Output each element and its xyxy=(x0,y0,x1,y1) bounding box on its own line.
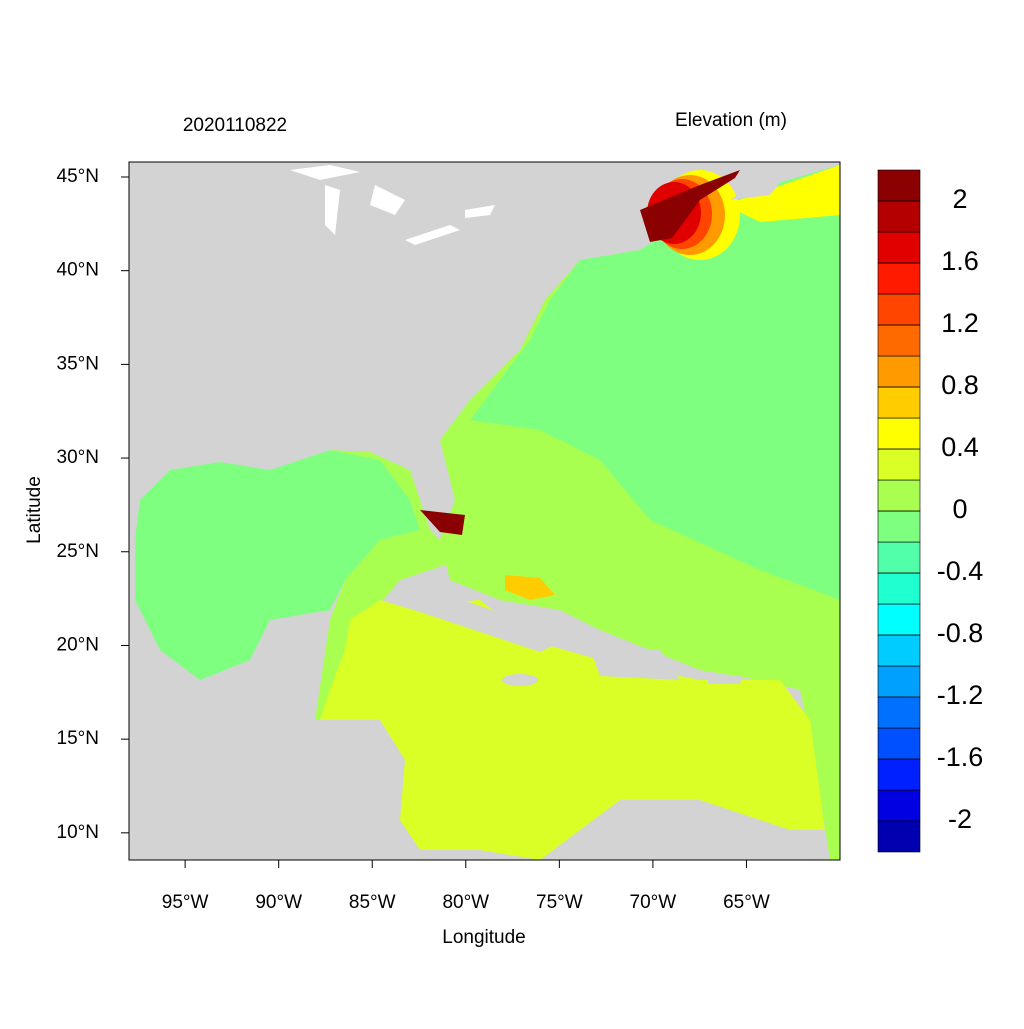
colorbar-tick-label: -0.8 xyxy=(937,618,984,648)
y-axis-label: Latitude xyxy=(24,476,45,544)
florida-surge xyxy=(420,510,465,535)
colorbar-bin xyxy=(877,262,921,295)
colorbar-bin xyxy=(877,758,921,791)
lake-erie xyxy=(405,225,460,245)
colorbar-bin xyxy=(877,231,921,264)
colorbar-bin xyxy=(877,696,921,729)
colorbar-bin xyxy=(877,479,921,512)
hispaniola xyxy=(590,648,680,680)
map xyxy=(129,162,840,860)
x-tick-label: 90°W xyxy=(255,892,302,913)
colorbar-bin xyxy=(877,603,921,636)
colorbar-bin xyxy=(877,665,921,698)
y-tick-label: 30°N xyxy=(57,447,99,468)
y-tick-label: 20°N xyxy=(57,634,99,655)
puerto-rico xyxy=(708,674,742,684)
gulf-of-maine xyxy=(725,165,840,222)
colorbar-bin xyxy=(877,634,921,667)
colorbar-bin xyxy=(877,355,921,388)
y-tick-label: 15°N xyxy=(57,728,99,749)
colorbar: 2 1.6 1.2 0.8 0.4 0 -0.4 -0.8 -1.2 -1.6 -2 xyxy=(877,169,984,853)
y-tick-label: 25°N xyxy=(57,541,99,562)
colorbar-tick-label: -1.2 xyxy=(937,680,984,710)
colorbar-tick-label: 2 xyxy=(952,184,967,214)
y-tick-label: 35°N xyxy=(57,353,99,374)
colorbar-bin xyxy=(877,820,921,853)
title: 2020110822 xyxy=(183,115,287,136)
y-tick-label: 40°N xyxy=(57,260,99,281)
colorbar-tick-label: 0.8 xyxy=(941,370,979,400)
plot-frame xyxy=(128,161,841,861)
colorbar-bin xyxy=(877,386,921,419)
y-tick-label: 45°N xyxy=(57,166,99,187)
colorbar-tick-label: -1.6 xyxy=(937,742,984,772)
lake-superior xyxy=(290,165,360,180)
gulf-of-mexico xyxy=(135,450,420,680)
x-tick-label: 85°W xyxy=(349,892,396,913)
colorbar-bin xyxy=(877,541,921,574)
colorbar-tick-label: 1.2 xyxy=(941,308,979,338)
colorbar-bin xyxy=(877,789,921,822)
x-tick-label: 75°W xyxy=(536,892,583,913)
x-tick-label: 95°W xyxy=(162,892,209,913)
atlantic-north xyxy=(470,165,840,600)
x-tick-label: 70°W xyxy=(630,892,677,913)
x-tick-label: 80°W xyxy=(442,892,489,913)
colorbar-bin xyxy=(877,510,921,543)
x-tick-label: 65°W xyxy=(723,892,770,913)
colorbar-tick-label: 1.6 xyxy=(941,246,979,276)
legend-title: Elevation (m) xyxy=(675,110,787,131)
eastern-gulf xyxy=(315,450,460,720)
caribbean xyxy=(320,600,825,860)
cuba xyxy=(380,592,565,652)
colorbar-bin xyxy=(877,324,921,357)
bahamas-surge xyxy=(505,575,555,600)
colorbar-bin xyxy=(877,572,921,605)
nova-scotia xyxy=(730,170,790,200)
colorbar-tick-label: -2 xyxy=(948,804,972,834)
jamaica xyxy=(502,674,538,686)
lake-michigan xyxy=(325,185,340,235)
new-england-surge xyxy=(640,170,740,242)
x-axis-label: Longitude xyxy=(442,927,525,948)
colorbar-tick-label: -0.4 xyxy=(937,556,984,586)
colorbar-bin xyxy=(877,727,921,760)
lake-ontario xyxy=(465,205,495,218)
lake-huron xyxy=(370,185,405,215)
colorbar-bin xyxy=(877,200,921,233)
colorbar-bin xyxy=(877,293,921,326)
y-tick-label: 10°N xyxy=(57,822,99,843)
colorbar-bin xyxy=(877,417,921,450)
colorbar-tick-label: 0 xyxy=(952,494,967,524)
colorbar-bin xyxy=(877,169,921,202)
colorbar-tick-label: 0.4 xyxy=(941,432,979,462)
colorbar-bin xyxy=(877,448,921,481)
